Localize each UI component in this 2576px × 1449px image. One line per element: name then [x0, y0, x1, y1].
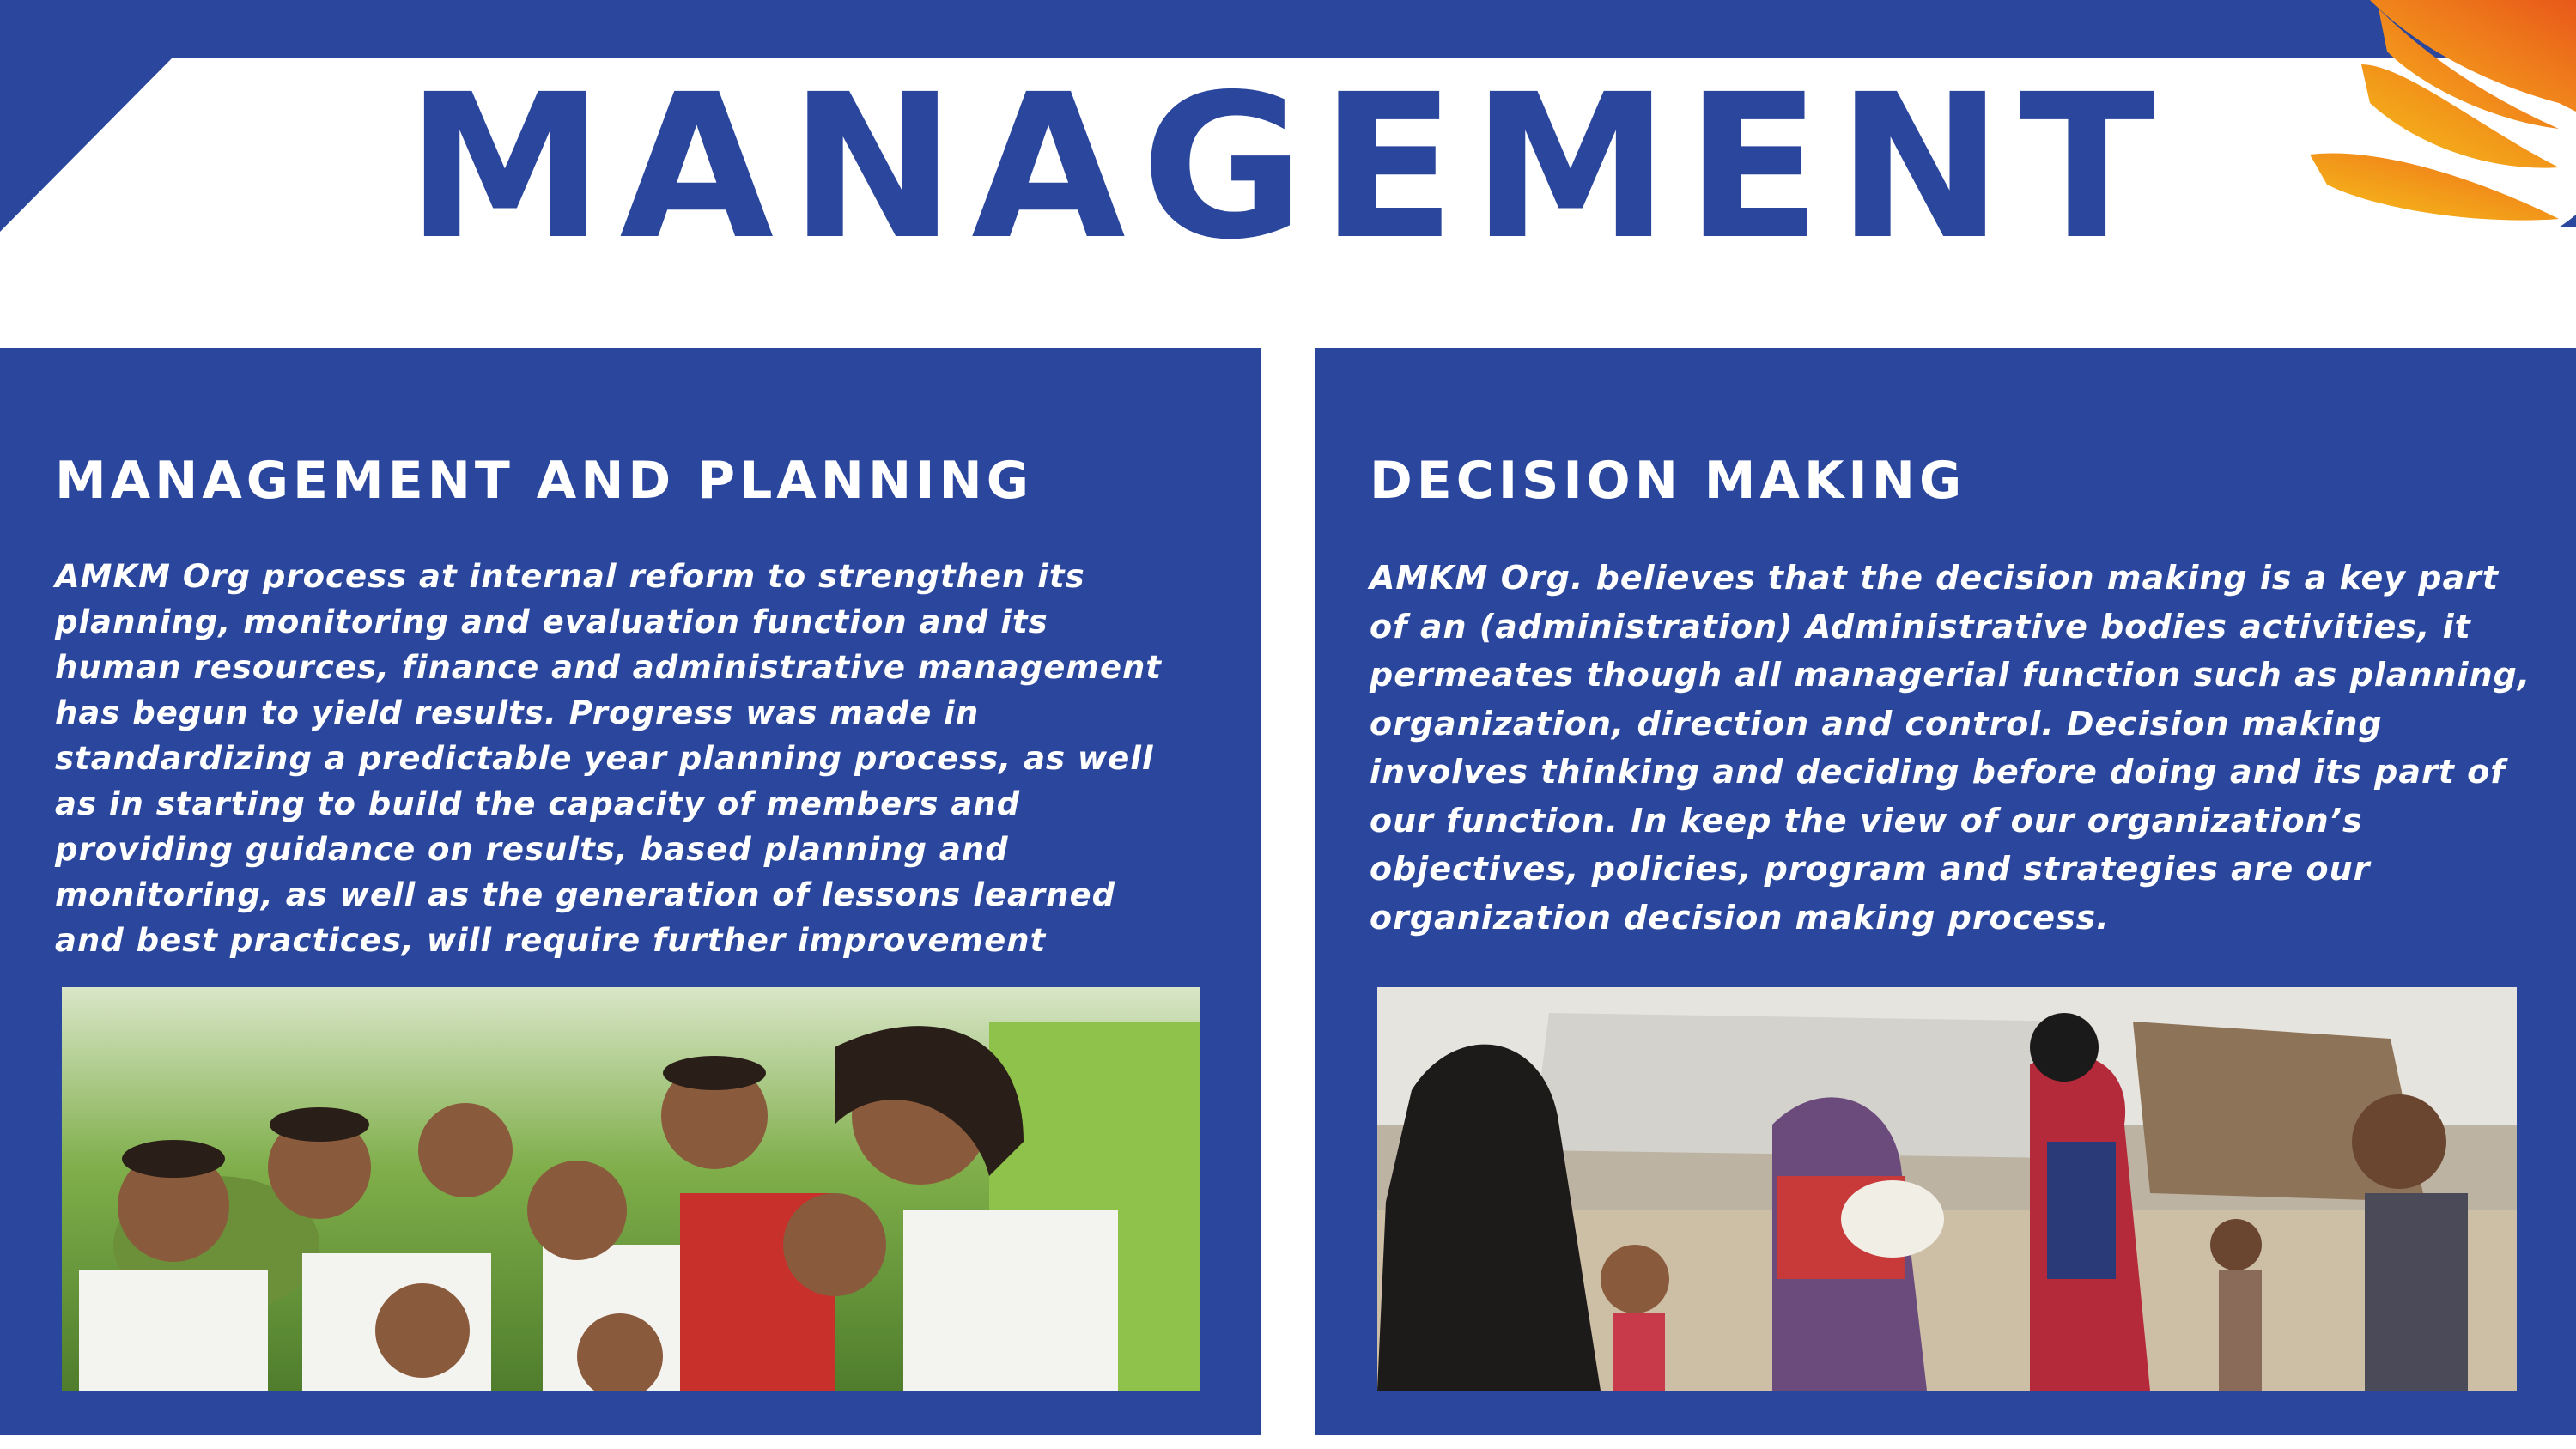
panel-body-text: AMKM Org. believes that the decision mak…: [1370, 559, 2531, 937]
orange-feather-logo-icon: [2275, 0, 2576, 227]
panel-heading: MANAGEMENT AND PLANNING: [55, 451, 1033, 511]
bottom-margin: [0, 1435, 2576, 1449]
panel-body-text: AMKM Org process at internal reform to s…: [55, 558, 1162, 959]
page-title: MANAGEMENT: [405, 52, 2171, 283]
group-photo-children-icon: [62, 987, 1200, 1391]
panel-heading: DECISION MAKING: [1370, 451, 1966, 511]
aid-distribution-photo-icon: [1377, 987, 2517, 1391]
top-band: [0, 0, 2576, 58]
decision-making-panel: DECISION MAKING AMKM Org. believes that …: [1315, 348, 2576, 1449]
management-planning-panel: MANAGEMENT AND PLANNING AMKM Org process…: [0, 348, 1261, 1449]
corner-wedge-decoration: [0, 52, 172, 232]
